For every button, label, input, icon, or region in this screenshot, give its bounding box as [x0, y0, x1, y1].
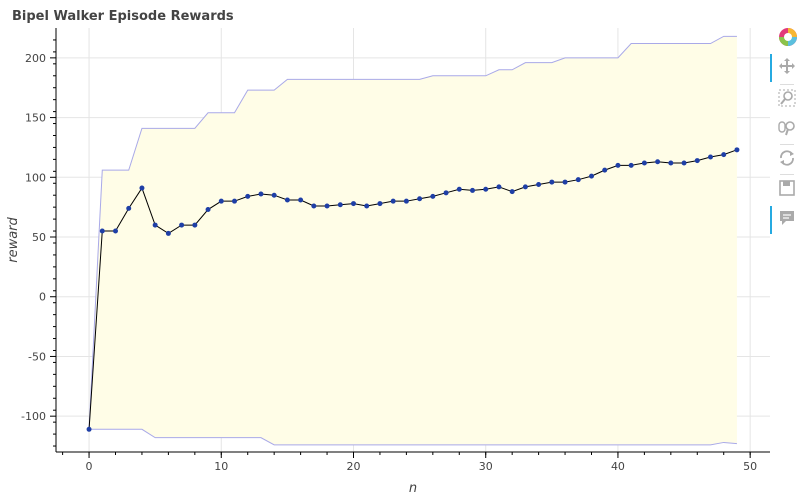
data-point: [496, 184, 502, 190]
x-axis-label: n: [409, 481, 417, 496]
data-point: [483, 186, 489, 192]
data-point: [377, 201, 383, 207]
pan-icon: [779, 58, 795, 74]
data-point: [641, 160, 647, 166]
data-point: [417, 196, 423, 202]
data-point: [708, 154, 713, 160]
save-icon: [779, 180, 795, 196]
y-tick-label: 100: [25, 171, 46, 184]
data-point: [298, 197, 304, 203]
x-tick-label: 10: [214, 460, 228, 473]
x-tick-label: 40: [611, 460, 625, 473]
data-point: [113, 228, 118, 234]
data-point: [218, 198, 224, 204]
data-point: [403, 198, 409, 204]
active-indicator: [770, 206, 772, 234]
data-point: [509, 189, 515, 195]
bokeh-logo-icon: [779, 28, 797, 46]
y-tick-label: 50: [32, 231, 46, 244]
x-axis-ticks: 0 10 20 30 40 50: [62, 452, 757, 473]
data-point: [324, 203, 330, 209]
box-zoom-tool-button[interactable]: [772, 86, 802, 110]
wheel-zoom-tool-button[interactable]: [772, 116, 802, 140]
data-point: [655, 159, 661, 165]
y-tick-label: 200: [25, 52, 46, 65]
chart-title: Bipel Walker Episode Rewards: [12, 9, 234, 24]
data-point: [668, 160, 674, 166]
data-point: [470, 187, 475, 193]
data-point: [232, 198, 237, 204]
x-tick-label: 50: [743, 460, 757, 473]
data-point: [165, 230, 171, 236]
data-point: [575, 177, 581, 183]
hover-icon: [780, 211, 794, 225]
data-point: [734, 147, 740, 153]
toolbar-separator: [780, 144, 794, 145]
wheel-zoom-icon: [778, 121, 795, 136]
upper-band-line: [88, 35, 737, 430]
y-tick-label: -50: [28, 350, 46, 363]
data-point: [351, 201, 356, 207]
axes: [55, 28, 770, 453]
confidence-band: [89, 36, 737, 445]
toolbar-separator: [780, 84, 794, 85]
data-point: [284, 197, 290, 203]
data-point: [602, 167, 608, 173]
data-point: [390, 198, 396, 204]
lower-band-line: [89, 428, 737, 446]
reset-tool-button[interactable]: [772, 146, 802, 170]
reset-icon: [780, 150, 794, 166]
bokeh-logo-button[interactable]: [772, 24, 802, 48]
data-point: [179, 222, 185, 228]
data-point: [152, 222, 158, 228]
pan-tool-button[interactable]: [770, 54, 802, 82]
x-tick-label: 20: [347, 460, 361, 473]
data-point: [615, 162, 621, 168]
data-point: [522, 184, 528, 190]
data-point: [694, 158, 700, 164]
data-point: [549, 179, 555, 185]
data-points: [86, 147, 740, 432]
data-point: [311, 203, 317, 209]
data-point: [245, 193, 251, 199]
active-indicator: [770, 54, 772, 82]
data-point: [430, 193, 436, 199]
chart-toolbar: [770, 24, 802, 244]
data-point: [628, 162, 634, 168]
y-axis-ticks: -100 -50 0 50 100 150 200: [21, 39, 56, 447]
data-point: [562, 179, 568, 185]
data-point: [139, 185, 145, 191]
x-tick-label: 30: [479, 460, 493, 473]
x-tick-label: 0: [86, 460, 93, 473]
data-point: [99, 228, 105, 234]
hover-tool-button[interactable]: [770, 206, 802, 234]
data-point: [456, 186, 462, 192]
y-tick-label: 0: [39, 291, 46, 304]
save-tool-button[interactable]: [772, 176, 802, 200]
y-axis-label: reward: [6, 216, 21, 262]
data-point: [721, 152, 727, 158]
y-tick-label: -100: [21, 410, 46, 423]
y-tick-label: 150: [25, 112, 46, 125]
data-point: [205, 207, 211, 213]
data-point: [536, 181, 542, 187]
data-point: [258, 191, 264, 197]
data-point: [681, 160, 687, 166]
data-point: [364, 203, 370, 209]
data-point: [589, 173, 594, 179]
data-point: [337, 202, 343, 208]
data-point: [443, 190, 449, 196]
data-point: [192, 222, 198, 228]
data-point: [86, 426, 92, 432]
toolbar-separator: [780, 174, 794, 175]
box-zoom-icon: [778, 89, 796, 107]
data-point: [271, 192, 277, 198]
data-point: [126, 205, 132, 211]
